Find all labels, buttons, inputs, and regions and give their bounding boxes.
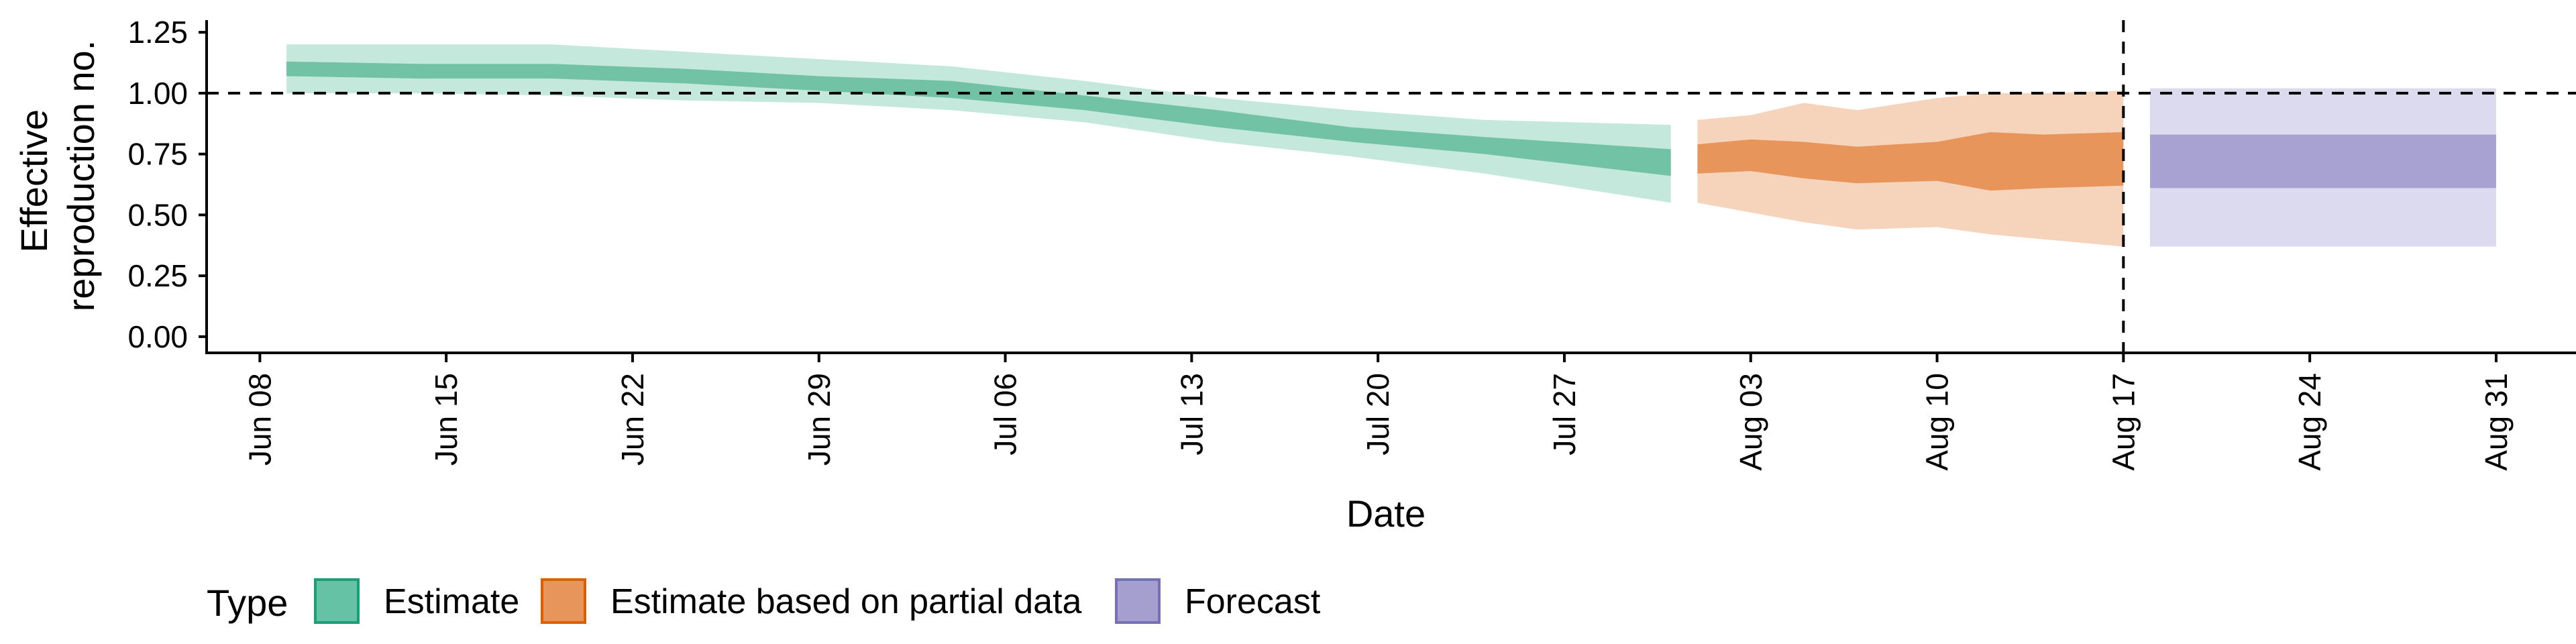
estimate-inner-band bbox=[286, 61, 1671, 176]
legend-swatch bbox=[541, 578, 586, 624]
x-tick-label: Jun 08 bbox=[242, 373, 277, 466]
x-tick-label: Aug 10 bbox=[1920, 373, 1955, 471]
x-tick-label: Jun 29 bbox=[802, 373, 837, 466]
x-tick-label: Aug 17 bbox=[2106, 373, 2141, 471]
legend-label: Estimate bbox=[384, 582, 519, 621]
legend-label: Estimate based on partial data bbox=[610, 582, 1082, 621]
x-axis: Jun 08 Jun 15 Jun 22 Jun 29 Jul 06 Jul 13 Jul … bbox=[242, 353, 2514, 471]
y-tick-label: 0.25 bbox=[127, 258, 188, 293]
y-tick-label: 0.00 bbox=[127, 319, 188, 354]
x-tick-label: Jun 22 bbox=[615, 373, 650, 466]
y-tick-label: 0.50 bbox=[127, 197, 188, 232]
y-tick-label: 0.75 bbox=[127, 137, 188, 172]
y-tick-label: 1.25 bbox=[127, 15, 188, 50]
legend-swatch bbox=[1115, 578, 1161, 624]
estimate-outer-band bbox=[286, 44, 1671, 203]
x-tick-label: Jul 20 bbox=[1360, 373, 1395, 455]
x-axis-title: Date bbox=[1346, 492, 1426, 535]
x-tick-label: Jul 13 bbox=[1174, 373, 1209, 455]
x-tick-label: Jul 27 bbox=[1547, 373, 1582, 455]
legend-swatch bbox=[314, 578, 360, 624]
legend: Type Estimate Estimate based on partial d… bbox=[207, 578, 1321, 624]
y-axis: 0.00 0.25 0.50 0.75 1.00 1.25 bbox=[127, 15, 207, 354]
estimate-based-on-partial-data-inner-band bbox=[1697, 132, 2124, 191]
legend-label: Forecast bbox=[1185, 582, 1321, 621]
x-tick-label: Aug 03 bbox=[1733, 373, 1768, 471]
forecast-inner-band bbox=[2150, 134, 2496, 189]
bands-layer bbox=[286, 44, 2496, 247]
x-tick-label: Aug 24 bbox=[2292, 373, 2327, 471]
y-tick-label: 1.00 bbox=[127, 76, 188, 111]
x-tick-label: Jun 15 bbox=[429, 373, 464, 466]
y-axis-title-line-1: Effective bbox=[13, 109, 55, 253]
legend-title: Type bbox=[207, 582, 288, 624]
x-tick-label: Jul 06 bbox=[988, 373, 1023, 455]
x-tick-label: Aug 31 bbox=[2479, 373, 2514, 471]
y-axis-title-line-2: reproduction no. bbox=[60, 40, 102, 312]
y-axis-title: Effective reproduction no. bbox=[13, 40, 102, 312]
